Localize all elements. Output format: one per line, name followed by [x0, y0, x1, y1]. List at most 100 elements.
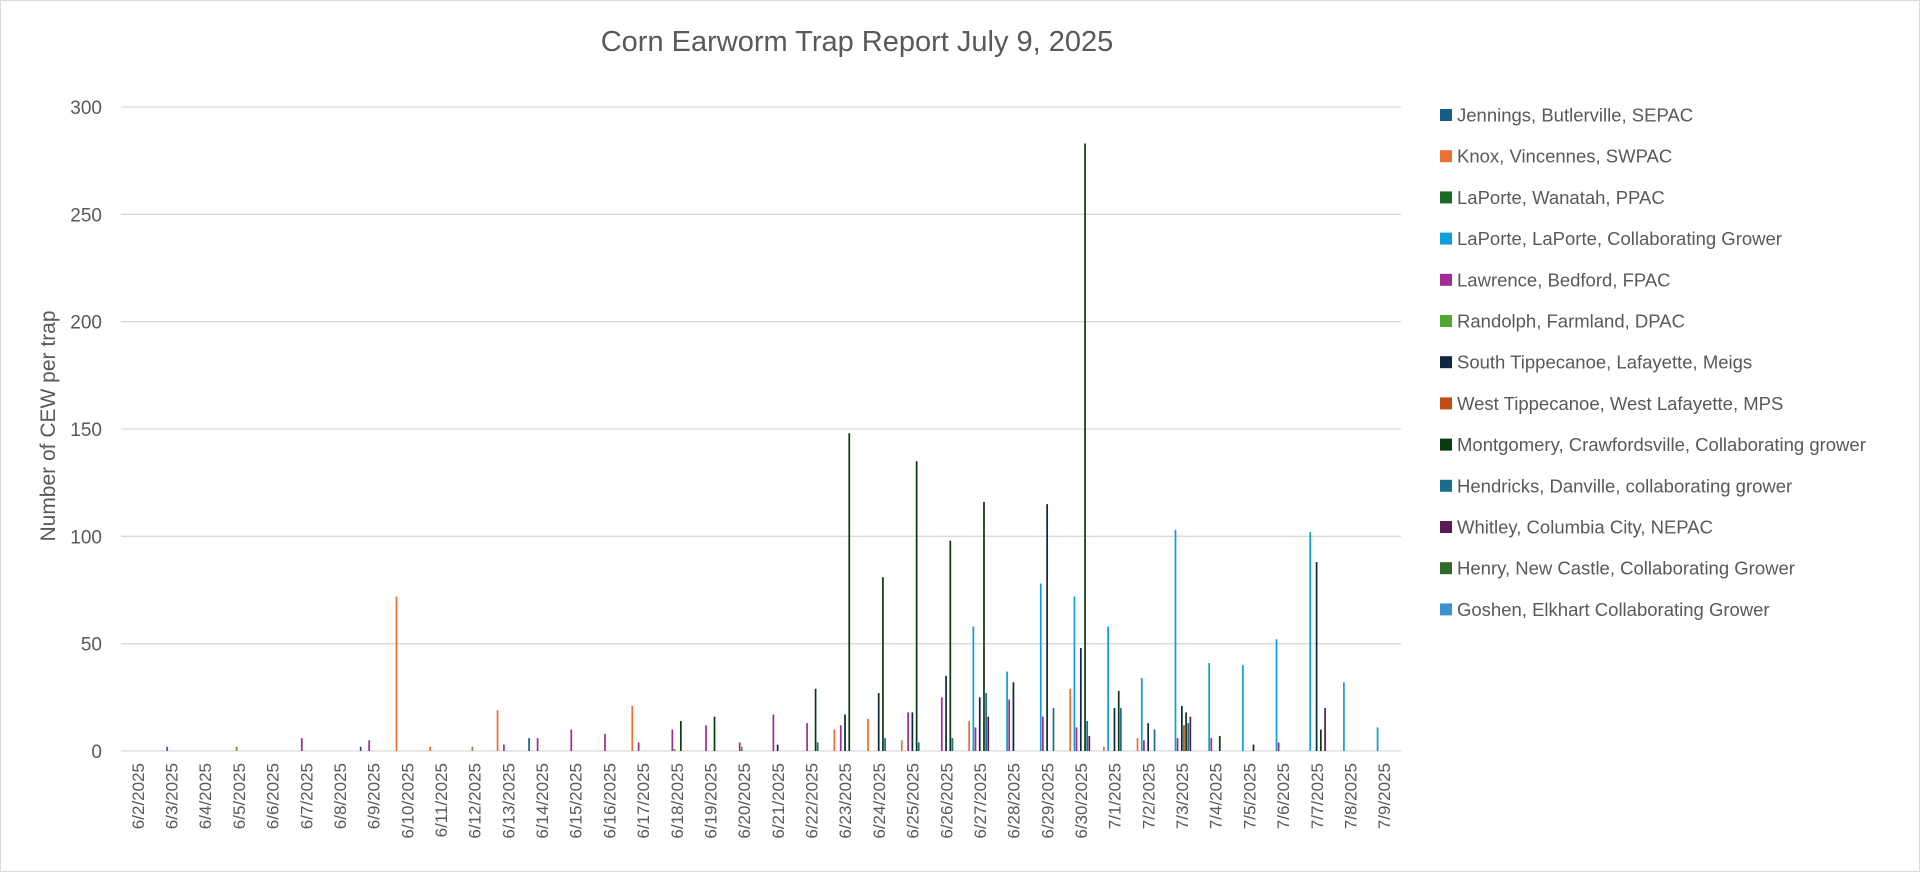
bar — [1277, 742, 1280, 751]
bar — [1309, 532, 1312, 751]
x-tick-label: 7/1/2025 — [1106, 763, 1125, 829]
bar — [740, 746, 743, 751]
x-tick-label: 6/23/2025 — [836, 763, 855, 839]
legend-label: Jennings, Butlerville, SEPAC — [1457, 105, 1693, 126]
bar — [985, 693, 987, 751]
bar — [570, 729, 573, 751]
legend-label: West Tippecanoe, West Lafayette, MPS — [1457, 393, 1783, 414]
bar — [907, 712, 909, 751]
y-tick-label: 300 — [70, 98, 102, 119]
bar — [1084, 143, 1086, 752]
x-tick-label: 6/27/2025 — [971, 763, 990, 839]
bar — [915, 461, 918, 751]
bar — [1069, 688, 1072, 751]
y-tick-label: 50 — [81, 635, 102, 656]
legend: Jennings, Butlerville, SEPAC Knox, Vincen… — [1440, 105, 1866, 620]
bar — [867, 718, 869, 751]
x-tick-label: 7/8/2025 — [1341, 763, 1360, 829]
bar — [604, 733, 606, 751]
x-tick-label: 6/15/2025 — [567, 763, 586, 839]
legend-label: LaPorte, LaPorte, Collaborating Grower — [1457, 228, 1782, 249]
bar — [536, 738, 539, 751]
x-tick-label: 6/30/2025 — [1072, 763, 1091, 839]
y-axis-label: Number of CEW per trap — [37, 310, 60, 541]
bar — [1088, 735, 1091, 751]
bar — [1180, 705, 1183, 751]
bar — [848, 433, 851, 751]
x-tick-label: 7/3/2025 — [1173, 763, 1192, 829]
bar — [471, 746, 474, 751]
bar — [1185, 712, 1187, 751]
bar — [738, 742, 741, 751]
bar — [368, 740, 371, 751]
bar — [1143, 740, 1145, 751]
y-axis-ticks: 0 50 100 150 200 250 300 — [70, 98, 102, 763]
bar — [1315, 562, 1318, 751]
x-tick-label: 6/25/2025 — [904, 763, 923, 839]
bar — [1319, 729, 1322, 751]
bar — [1039, 583, 1042, 751]
bar — [1052, 708, 1055, 751]
bar — [631, 705, 634, 751]
bar — [1210, 738, 1213, 751]
bar — [1086, 720, 1089, 751]
bar — [972, 626, 975, 751]
x-tick-label: 6/14/2025 — [533, 763, 552, 839]
bar — [528, 738, 530, 751]
bar — [1252, 744, 1255, 751]
x-tick-label: 6/7/2025 — [297, 763, 316, 829]
gridlines — [121, 106, 1401, 752]
bar — [1324, 708, 1326, 751]
legend-swatch — [1440, 521, 1452, 533]
x-tick-label: 7/2/2025 — [1139, 763, 1158, 829]
bar — [1187, 723, 1190, 751]
legend-swatch — [1440, 109, 1452, 121]
x-axis-ticks: 6/2/2025 6/3/2025 6/4/2025 6/5/2025 6/6/2025… — [129, 763, 1394, 839]
bar — [945, 675, 947, 751]
bar — [1176, 738, 1179, 751]
x-tick-label: 6/11/2025 — [432, 763, 451, 837]
x-tick-label: 6/20/2025 — [735, 763, 754, 839]
x-tick-label: 6/6/2025 — [264, 763, 283, 829]
bar — [978, 697, 981, 751]
bar — [235, 746, 238, 751]
x-tick-label: 6/21/2025 — [769, 763, 788, 839]
legend-swatch — [1440, 562, 1452, 575]
legend-label: Lawrence, Bedford, FPAC — [1457, 269, 1671, 290]
bar — [1012, 682, 1015, 751]
bar — [1147, 723, 1150, 751]
bar — [1079, 647, 1082, 751]
bar — [503, 744, 505, 751]
y-tick-label: 200 — [70, 313, 102, 334]
bar — [833, 729, 836, 751]
legend-swatch — [1440, 150, 1452, 163]
x-tick-label: 6/5/2025 — [230, 763, 249, 829]
bar — [844, 714, 846, 751]
x-tick-label: 6/19/2025 — [701, 763, 720, 839]
x-tick-label: 6/12/2025 — [466, 763, 485, 839]
x-tick-label: 6/24/2025 — [870, 763, 889, 839]
bar — [1140, 678, 1143, 751]
x-tick-label: 6/3/2025 — [163, 763, 182, 829]
bar — [1107, 626, 1109, 751]
x-tick-label: 6/2/2025 — [129, 763, 148, 829]
bar — [1117, 690, 1120, 751]
bar — [679, 720, 682, 751]
bar — [1042, 716, 1044, 751]
bar — [1153, 729, 1156, 751]
legend-label: Henry, New Castle, Collaborating Grower — [1457, 558, 1795, 579]
bar — [673, 748, 676, 751]
bar — [1376, 727, 1379, 751]
bar — [359, 746, 362, 751]
bar — [1103, 746, 1105, 751]
bar — [1275, 639, 1278, 751]
chart-title: Corn Earworm Trap Report July 9, 2025 — [601, 26, 1114, 58]
bar — [1218, 735, 1221, 751]
legend-label: LaPorte, Wanatah, PPAC — [1457, 187, 1665, 208]
bar — [911, 712, 914, 751]
bar — [1113, 708, 1116, 751]
bar — [713, 716, 716, 751]
bar — [816, 742, 819, 751]
